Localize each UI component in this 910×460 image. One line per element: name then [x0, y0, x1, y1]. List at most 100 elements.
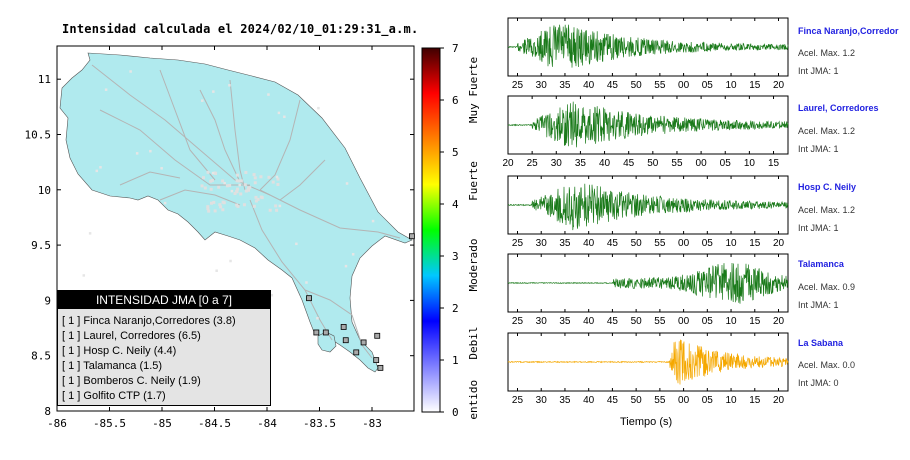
x-tick-label: -84.5	[198, 417, 231, 430]
city-dot	[259, 195, 263, 199]
city-dot	[211, 171, 215, 175]
map-axis-ticks: -86 -85.5 -85 -84.5 -84 -83.5 -83 8 8.5 9 9.5 10 10.…	[25, 46, 414, 430]
time-tick-label: 40	[583, 80, 595, 91]
city-dot	[201, 99, 204, 102]
time-tick-label: 50	[631, 395, 643, 406]
waveform-trace	[507, 183, 789, 231]
city-dot	[276, 177, 280, 181]
city-dot	[210, 201, 214, 205]
station-marker	[313, 329, 320, 336]
city-dot	[163, 201, 167, 205]
station-marker	[306, 295, 312, 302]
colorbar-tick-label: 0	[452, 406, 459, 419]
time-tick-label: 15	[749, 80, 761, 91]
time-tick-label: 00	[678, 238, 690, 249]
city-dot	[212, 200, 216, 204]
time-tick-label: 15	[749, 316, 761, 327]
city-dot	[259, 175, 263, 179]
waveform-panel: 25 30 35 40 45 50 55 00 05 10 15 20	[507, 175, 789, 249]
x-tick-label: -83	[362, 417, 382, 430]
city-dot	[242, 203, 246, 207]
city-dot	[104, 88, 108, 91]
station-marker	[353, 349, 360, 356]
y-tick-label: 10.5	[25, 128, 52, 141]
legend-item: [ 1 ] Bomberos C. Neily (1.9)	[62, 375, 201, 387]
y-tick-label: 10	[38, 184, 51, 197]
station-name: Laurel, Corredores	[798, 103, 879, 113]
y-tick-label: 9.5	[31, 239, 51, 252]
time-tick-label: 10	[725, 395, 737, 406]
time-tick-label: 45	[607, 80, 619, 91]
time-tick-label: 30	[536, 238, 548, 249]
city-dot	[253, 176, 257, 180]
city-dot	[275, 175, 279, 179]
city-dot	[206, 205, 210, 209]
legend-title: INTENSIDAD JMA [0 a 7]	[58, 291, 270, 309]
time-tick-label: 05	[702, 395, 714, 406]
colorbar-category-label: Moderado	[467, 239, 480, 292]
time-tick-label: 50	[647, 158, 659, 169]
city-dot	[221, 200, 225, 204]
station-marker	[360, 339, 367, 346]
city-dot	[209, 179, 213, 183]
time-tick-label: 00	[678, 80, 690, 91]
time-tick-label: 30	[551, 158, 563, 169]
city-dot	[95, 169, 99, 173]
city-dot	[206, 170, 210, 174]
x-tick-label: -84	[257, 417, 277, 430]
x-tick-label: -85	[152, 417, 172, 430]
city-dot	[254, 199, 258, 203]
colorbar-tick-label: 3	[452, 250, 459, 263]
city-dot	[295, 242, 298, 246]
city-dot	[228, 84, 231, 87]
city-dot	[206, 207, 210, 211]
time-tick-label: 30	[536, 316, 548, 327]
city-dot	[218, 203, 222, 207]
city-dot	[276, 182, 280, 186]
waveform-panel: 25 30 35 40 45 50 55 00 05 10 15 20	[507, 332, 789, 406]
station-acel: Acel. Max. 1.2	[798, 48, 856, 58]
city-dot	[316, 316, 319, 320]
time-tick-label: 50	[631, 316, 643, 327]
time-tick-label: 25	[512, 238, 524, 249]
city-dot	[221, 179, 225, 183]
time-tick-label: 55	[654, 395, 666, 406]
legend-item: [ 1 ] Laurel, Corredores (6.5)	[62, 330, 201, 342]
city-dot	[239, 179, 243, 183]
city-dot	[252, 173, 256, 177]
time-tick-label: 05	[720, 158, 732, 169]
city-dot	[135, 152, 139, 155]
legend-item: [ 1 ] Golfito CTP (1.7)	[62, 390, 166, 402]
station-marker	[342, 337, 349, 344]
x-tick-label: -86	[47, 417, 67, 430]
city-dot	[201, 176, 205, 180]
city-dot	[229, 259, 232, 263]
station-marker	[322, 329, 329, 336]
time-tick-label: 05	[702, 238, 714, 249]
city-dot	[305, 281, 308, 284]
city-dot	[267, 93, 270, 96]
station-name: Talamanca	[798, 259, 844, 269]
station-marker	[373, 357, 380, 364]
city-dot	[207, 209, 211, 213]
time-tick-label: 35	[575, 158, 587, 169]
city-dot	[82, 274, 86, 277]
legend-item: [ 1 ] Hosp C. Neily (4.4)	[62, 345, 177, 357]
time-tick-label: 05	[702, 80, 714, 91]
x-tick-label: -85.5	[93, 417, 126, 430]
time-tick-label: 20	[773, 80, 785, 91]
city-dot	[235, 189, 239, 193]
city-dot	[317, 106, 320, 110]
y-tick-label: 8.5	[31, 350, 51, 363]
city-dot	[283, 115, 286, 119]
city-dot	[210, 178, 214, 182]
city-dot	[203, 186, 207, 190]
time-tick-label: 10	[725, 80, 737, 91]
city-dot	[236, 187, 240, 191]
time-tick-label: 30	[536, 395, 548, 406]
time-tick-label: 40	[583, 316, 595, 327]
city-dot	[271, 180, 275, 184]
time-tick-label: 45	[607, 395, 619, 406]
time-tick-label: 55	[654, 80, 666, 91]
time-tick-label: 10	[725, 238, 737, 249]
